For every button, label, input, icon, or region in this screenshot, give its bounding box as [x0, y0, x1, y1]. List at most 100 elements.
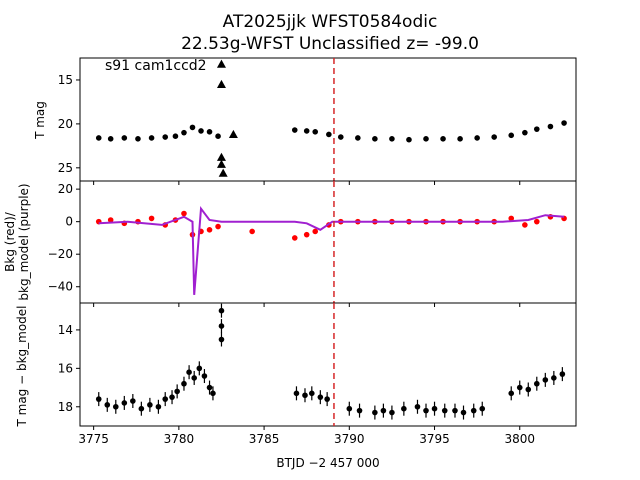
- data-point: [423, 407, 429, 414]
- data-point: [423, 136, 429, 142]
- data-point: [148, 215, 155, 222]
- y-tick-label: −20: [48, 247, 73, 261]
- data-point: [380, 407, 387, 414]
- data-point: [191, 375, 197, 381]
- data-point: [508, 390, 515, 397]
- panel-t-mag: 15 20 25: [58, 57, 577, 185]
- data-point: [162, 134, 169, 140]
- data-point: [551, 375, 557, 381]
- data-point: [186, 369, 192, 375]
- data-point: [355, 135, 361, 141]
- data-point: [181, 129, 187, 136]
- data-point: [460, 409, 467, 416]
- data-point: [206, 384, 213, 391]
- data-point: [401, 405, 407, 412]
- axes-frame: [79, 57, 577, 182]
- x-tick-label: 3785: [249, 432, 280, 446]
- chart-title: AT2025jjk WFST0584odic: [223, 12, 438, 32]
- data-point: [452, 407, 458, 414]
- y-axis-label-top: T mag: [33, 101, 47, 140]
- y-axis-label-middle: Bkg (red)/bkg_model (purple): [3, 183, 31, 300]
- data-point: [309, 390, 315, 397]
- data-point: [440, 136, 446, 142]
- data-point: [317, 394, 324, 400]
- x-tick-label: 3800: [504, 432, 535, 446]
- data-point: [312, 129, 319, 135]
- data-point: [95, 135, 102, 141]
- data-point: [470, 407, 477, 414]
- data-point: [95, 396, 102, 402]
- x-tick-label: 3795: [419, 432, 450, 446]
- chart-subtitle: 22.53g-WFST Unclassified z= -99.0: [181, 34, 479, 54]
- data-point: [303, 231, 310, 238]
- data-point: [337, 134, 344, 140]
- data-point-triangle: [228, 129, 238, 139]
- data-point: [198, 128, 204, 134]
- axes-frame: [79, 180, 577, 304]
- y-label-line: bkg_model (purple): [17, 183, 31, 300]
- data-point: [107, 217, 114, 223]
- data-point: [474, 135, 480, 141]
- data-point: [135, 136, 141, 142]
- data-point: [533, 218, 540, 225]
- data-point: [218, 307, 225, 314]
- panel-background: 20 0 −20 −40: [48, 180, 577, 307]
- data-point: [210, 390, 216, 397]
- x-axis-label: BTJD −2 457 000: [276, 456, 379, 470]
- data-point: [174, 388, 180, 395]
- data-point: [389, 409, 395, 416]
- y-tick-label: 15: [58, 73, 73, 87]
- data-point: [121, 400, 128, 406]
- data-point: [121, 135, 128, 141]
- data-point: [249, 228, 255, 235]
- data-point: [112, 403, 119, 410]
- data-point: [356, 407, 363, 414]
- data-point: [389, 136, 395, 142]
- y-axis-label-bottom: T mag − bkg_model: [15, 305, 29, 427]
- data-point: [431, 405, 438, 412]
- data-point: [218, 336, 225, 343]
- y-tick-label: 18: [58, 400, 73, 414]
- data-point: [533, 126, 540, 132]
- data-point: [522, 129, 528, 136]
- y-tick-label: 14: [58, 323, 73, 337]
- data-point-triangle: [216, 59, 226, 68]
- data-point: [479, 405, 486, 412]
- data-point: [561, 120, 567, 126]
- data-point: [372, 136, 378, 142]
- axes-frame: [79, 302, 577, 427]
- data-point: [147, 402, 153, 408]
- data-point: [303, 128, 310, 134]
- data-point: [346, 405, 353, 412]
- data-point: [181, 210, 187, 217]
- data-point: [326, 131, 332, 138]
- data-point: [559, 371, 566, 377]
- data-point: [522, 222, 528, 228]
- data-point: [293, 390, 300, 397]
- panel-t-mag-minus-bkg: 14 16 18 3775 3780 3785 3790 3795 3800: [58, 302, 577, 446]
- data-point: [406, 136, 412, 143]
- panel-annotation: s91 cam1ccd2: [105, 58, 207, 74]
- series-line: [98, 205, 565, 295]
- data-point: [491, 134, 497, 140]
- y-tick-label: 20: [58, 117, 73, 131]
- data-point: [107, 136, 114, 142]
- data-point: [441, 407, 448, 414]
- data-point: [508, 215, 515, 222]
- data-point-triangle: [216, 79, 226, 88]
- data-point-triangle: [218, 168, 228, 177]
- data-point: [457, 136, 463, 142]
- data-point: [508, 132, 515, 139]
- data-point: [181, 380, 187, 387]
- data-point-triangle: [216, 152, 226, 161]
- data-point: [525, 386, 532, 393]
- y-tick-label: −40: [48, 280, 73, 294]
- data-point: [201, 373, 208, 379]
- data-point: [206, 129, 213, 135]
- data-point: [302, 392, 308, 399]
- y-tick-label: 16: [58, 361, 73, 375]
- data-point: [155, 403, 162, 410]
- data-point: [533, 380, 540, 387]
- data-point: [162, 396, 169, 402]
- y-tick-label: 0: [65, 215, 73, 229]
